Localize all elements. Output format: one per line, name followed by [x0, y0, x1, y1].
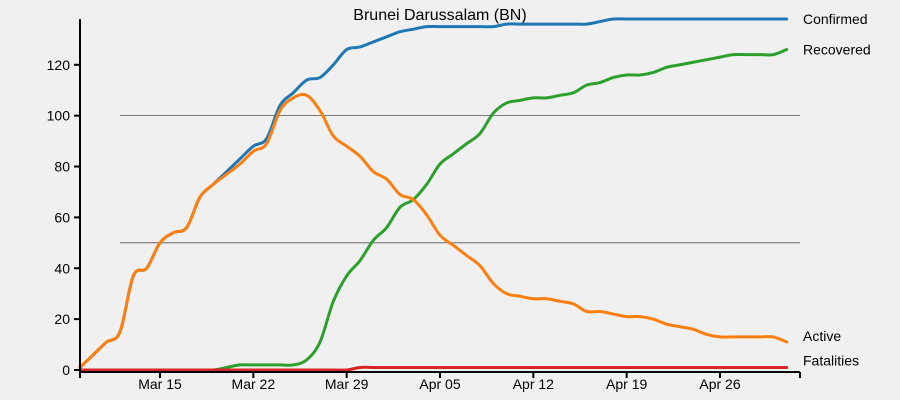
y-tick-label: 20	[54, 311, 70, 327]
x-tick-label: Apr 19	[606, 376, 647, 392]
series-line-confirmed	[78, 17, 789, 369]
y-tick-label: 80	[54, 159, 70, 175]
x-tick-label: Apr 26	[699, 376, 740, 392]
axes	[79, 19, 800, 373]
series-labels: Confirmed Recovered Active Fatalities	[803, 11, 871, 368]
series-label-fatalities: Fatalities	[803, 352, 859, 368]
series-line-active	[78, 92, 789, 369]
y-tick-label: 40	[54, 260, 70, 276]
x-ticks: Mar 15 Mar 22 Mar 29 Apr 05 Apr 12 Apr 19 Apr …	[79, 372, 801, 392]
series-label-active: Active	[803, 328, 841, 344]
series-label-confirmed: Confirmed	[803, 11, 868, 27]
series-line-recovered	[78, 48, 789, 372]
y-tick-label: 60	[54, 209, 70, 225]
x-tick-label: Mar 22	[232, 376, 276, 392]
gridlines	[120, 115, 800, 244]
series-label-recovered: Recovered	[803, 42, 871, 58]
y-tick-label: 0	[62, 362, 70, 378]
series-line-fatalities	[78, 365, 789, 372]
series-lines	[78, 17, 789, 372]
x-tick-label: Apr 05	[419, 376, 460, 392]
x-tick-label: Apr 12	[513, 376, 554, 392]
y-tick-label: 120	[47, 57, 71, 73]
y-ticks: 0 20 40 60 80 100 120	[47, 57, 80, 378]
x-tick-label: Mar 15	[138, 376, 182, 392]
x-tick-label: Mar 29	[325, 376, 369, 392]
chart-title: Brunei Darussalam (BN)	[353, 7, 526, 24]
y-tick-label: 100	[47, 108, 71, 124]
